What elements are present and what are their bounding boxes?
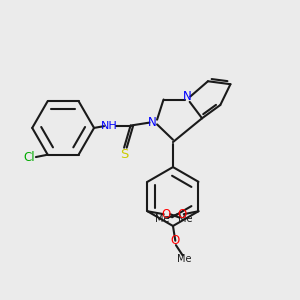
Text: N: N <box>147 116 156 128</box>
Text: NH: NH <box>101 121 118 130</box>
Text: Me: Me <box>155 214 169 224</box>
Text: O: O <box>178 208 187 221</box>
Text: O: O <box>161 208 171 221</box>
Text: N: N <box>183 90 192 103</box>
Text: S: S <box>120 148 128 160</box>
Text: O: O <box>171 234 180 247</box>
Text: Me: Me <box>178 214 192 224</box>
Text: Cl: Cl <box>24 151 35 164</box>
Text: Me: Me <box>177 254 191 264</box>
